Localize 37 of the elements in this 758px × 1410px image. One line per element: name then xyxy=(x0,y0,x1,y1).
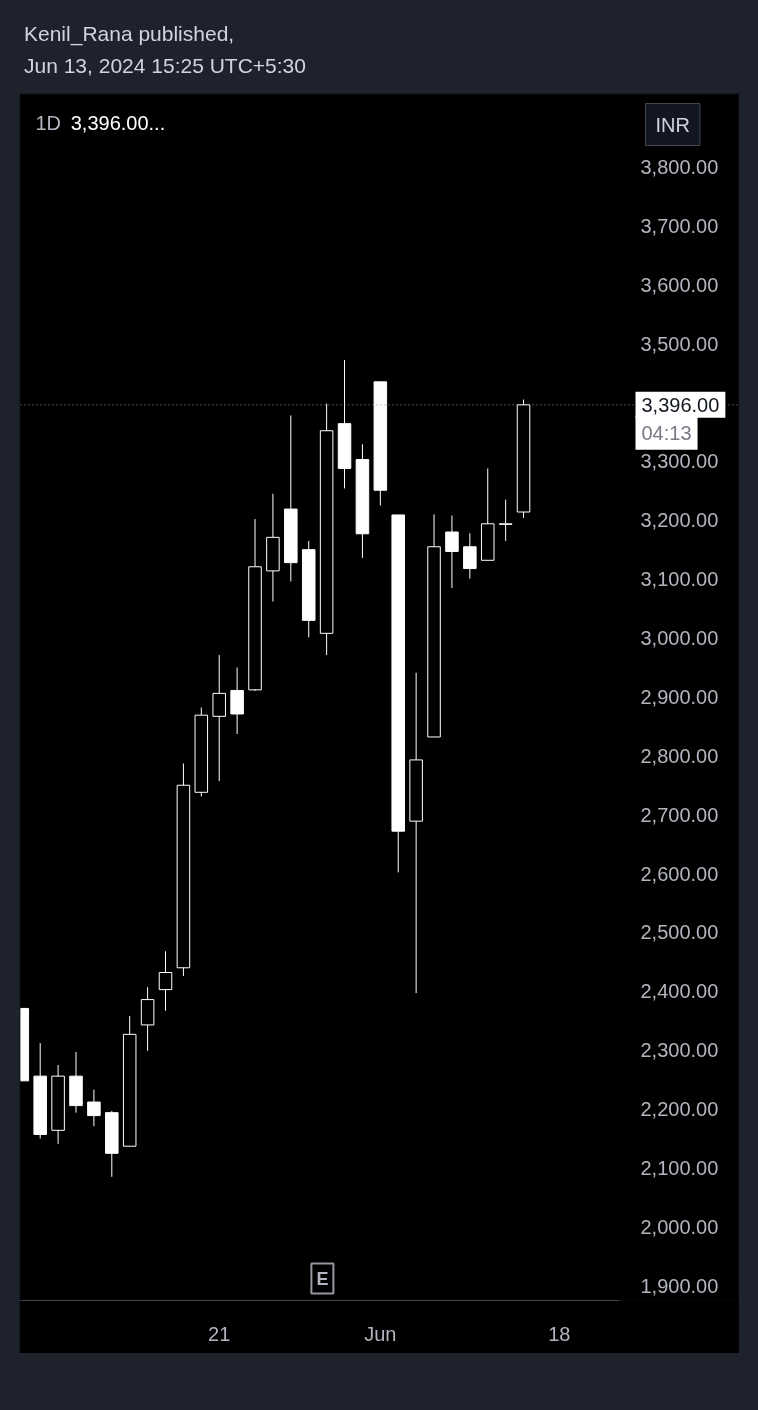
y-tick-label: 3,700.00 xyxy=(640,214,719,237)
y-tick-label: 2,700.00 xyxy=(640,803,719,826)
x-tick-label: 18 xyxy=(548,1322,571,1345)
ref-line-label: 3,396.00 xyxy=(641,393,720,416)
y-tick-label: 3,100.00 xyxy=(640,568,719,591)
y-tick-label: 2,100.00 xyxy=(640,1157,719,1179)
y-tick-label: 2,600.00 xyxy=(640,862,719,885)
y-tick-label: 2,400.00 xyxy=(640,980,719,1003)
y-tick-label: 2,000.00 xyxy=(640,1215,719,1238)
y-tick-label: 3,300.00 xyxy=(640,450,719,473)
y-tick-label: 3,600.00 xyxy=(640,273,719,296)
text: Kenil_Rana published, xyxy=(24,22,235,45)
y-tick-label: 2,200.00 xyxy=(640,1098,719,1121)
y-tick-label: 3,200.00 xyxy=(640,509,719,532)
y-tick-label: 3,800.00 xyxy=(640,155,719,178)
annotation: E xyxy=(316,1268,329,1289)
y-tick-label: 2,500.00 xyxy=(640,921,719,944)
candlestick xyxy=(463,532,477,580)
y-tick-label: 2,300.00 xyxy=(640,1039,719,1062)
candlestick xyxy=(87,1089,101,1127)
x-tick-label: 21 xyxy=(208,1322,231,1345)
y-tick-label: 3,500.00 xyxy=(640,332,719,355)
candlestick xyxy=(445,515,459,589)
text: 1D xyxy=(35,111,62,134)
text: INR xyxy=(655,113,690,136)
text: 04:13 xyxy=(641,421,692,444)
y-tick-label: 3,000.00 xyxy=(640,627,719,650)
x-tick-label: Jun xyxy=(364,1322,397,1345)
text: Jun 13, 2024 15:25 UTC+5:30 xyxy=(24,54,306,77)
annotation: 3,396.00... xyxy=(70,111,166,134)
candlestick xyxy=(158,950,173,1012)
candlestick xyxy=(230,666,244,735)
candlestick xyxy=(498,499,513,542)
candlestick xyxy=(212,654,226,782)
y-tick-label: 2,800.00 xyxy=(640,744,719,767)
y-tick-label: 1,900.00 xyxy=(640,1274,719,1297)
y-tick-label: 2,900.00 xyxy=(640,685,719,708)
